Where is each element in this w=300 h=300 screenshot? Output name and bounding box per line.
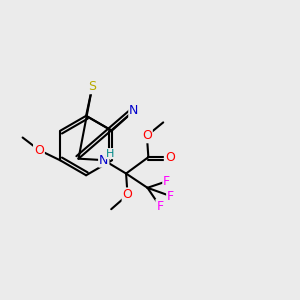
Text: H: H	[106, 148, 115, 159]
Text: F: F	[156, 200, 164, 213]
Text: F: F	[163, 175, 170, 188]
Text: O: O	[142, 129, 152, 142]
Text: O: O	[34, 143, 44, 157]
Text: S: S	[88, 80, 96, 93]
Text: N: N	[129, 104, 139, 117]
Text: O: O	[123, 188, 133, 201]
Text: N: N	[99, 154, 109, 167]
Text: F: F	[167, 190, 174, 202]
Text: O: O	[165, 151, 175, 164]
